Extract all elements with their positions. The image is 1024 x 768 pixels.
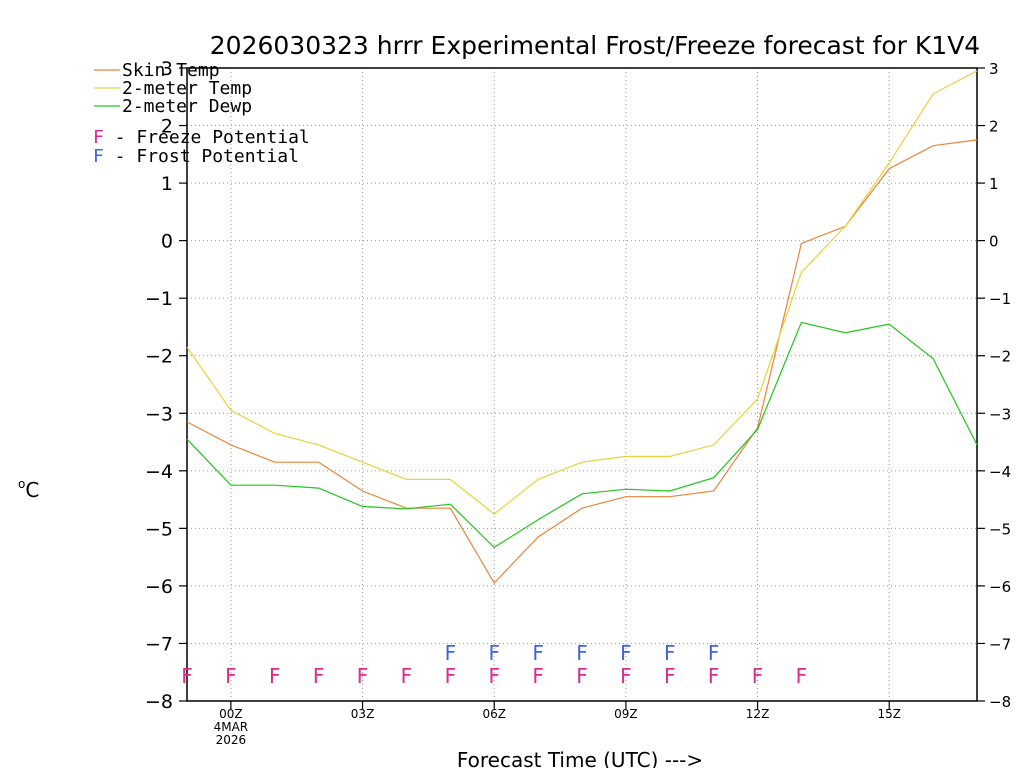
legend-flag: F - Frost Potential (93, 146, 299, 167)
y-tick-label-left: −4 (145, 461, 173, 483)
y-tick-label-right: −2 (989, 348, 1011, 366)
frost-marker: F (708, 641, 720, 665)
y-tick-label-right: 1 (989, 175, 999, 193)
potential-flags: F F F F F F F F F F F F F F FF F F F F F F (181, 641, 807, 688)
y-tick-label-right: −6 (989, 578, 1011, 596)
y-tick-label-left: 2 (161, 116, 173, 138)
y-tick-label-right: −5 (989, 520, 1011, 538)
legend-flag-letter: F (93, 127, 104, 148)
y-tick-label-right: −1 (989, 290, 1011, 308)
x-tick-label: 00Z (219, 707, 243, 721)
chart-title: 2026030323 hrrr Experimental Frost/Freez… (210, 31, 980, 60)
y-tick-label-left: −3 (145, 403, 173, 425)
y-tick-label-right: −7 (989, 635, 1011, 653)
x-axis-label: Forecast Time (UTC) ---> (457, 748, 703, 768)
freeze-marker: F (357, 664, 369, 688)
freeze-marker: F (445, 664, 457, 688)
y-tick-label-left: −8 (145, 691, 173, 713)
freeze-marker: F (752, 664, 764, 688)
freeze-marker: F (620, 664, 632, 688)
legend-label: 2-meter Dewp (122, 96, 252, 117)
freeze-marker: F (796, 664, 808, 688)
y-tick-label-left: −7 (145, 633, 173, 655)
frost-marker: F (532, 641, 544, 665)
y-tick-label-right: −4 (989, 463, 1011, 481)
x-tick-label: 12Z (746, 707, 770, 721)
plot-frame (186, 67, 978, 702)
freeze-marker: F (708, 664, 720, 688)
frost-marker: F (664, 641, 676, 665)
series-group (186, 70, 978, 584)
freeze-marker: F (532, 664, 544, 688)
grid (187, 68, 977, 701)
y-tick-label-left: 3 (161, 58, 173, 80)
y-tick-label-left: −5 (145, 518, 173, 540)
freeze-marker: F (664, 664, 676, 688)
series-line-2-meter-dewp (186, 321, 978, 549)
y-tick-label-left: −6 (145, 576, 173, 598)
frost-marker: F (488, 641, 500, 665)
x-tick-label: 06Z (482, 707, 506, 721)
freeze-marker: F (269, 664, 281, 688)
x-tick-label: 2026 (216, 733, 247, 747)
freeze-marker: F (225, 664, 237, 688)
frost-marker: F (620, 641, 632, 665)
x-tick-label: 4MAR (214, 720, 249, 734)
freeze-marker: F (488, 664, 500, 688)
legend-flag-label: - Frost Potential (104, 146, 299, 167)
x-tick-label: 03Z (351, 707, 375, 721)
x-tick-label: 09Z (614, 707, 638, 721)
y-tick-label-left: 1 (161, 173, 173, 195)
y-tick-label-right: −8 (989, 693, 1011, 711)
legend-label: Skin Temp (122, 60, 220, 81)
y-tick-label-right: 3 (989, 60, 999, 78)
frost-marker: F (445, 641, 457, 665)
y-axis-label: oC (18, 477, 39, 502)
freeze-marker: F (401, 664, 413, 688)
series-line-2-meter-temp (186, 70, 978, 515)
y-tick-label-left: −2 (145, 346, 173, 368)
freeze-marker: F (576, 664, 588, 688)
y-tick-label-right: −3 (989, 405, 1011, 423)
axis-ticks: 3 3 2 2 1 1 0 0 −1 −1 −2 −2 −3 −3 −4 −4 −5 −5 −6 −6 −7 −7 −8 −8… (145, 58, 1011, 747)
y-axis-label-unit: C (25, 478, 39, 502)
y-tick-label-right: 0 (989, 233, 999, 251)
freeze-marker: F (181, 664, 193, 688)
y-tick-label-left: 0 (161, 231, 173, 253)
legend-label: 2-meter Temp (122, 78, 252, 99)
y-tick-label-left: −1 (145, 288, 173, 310)
y-axis-label-degree: o (18, 477, 25, 491)
legend-flag: F - Freeze Potential (93, 127, 310, 148)
y-tick-label-right: 2 (989, 118, 999, 136)
legend-flag-label: - Freeze Potential (104, 127, 310, 148)
freeze-marker: F (313, 664, 325, 688)
legend-flag-letter: F (93, 146, 104, 167)
frost-marker: F (576, 641, 588, 665)
x-tick-label: 15Z (877, 707, 901, 721)
